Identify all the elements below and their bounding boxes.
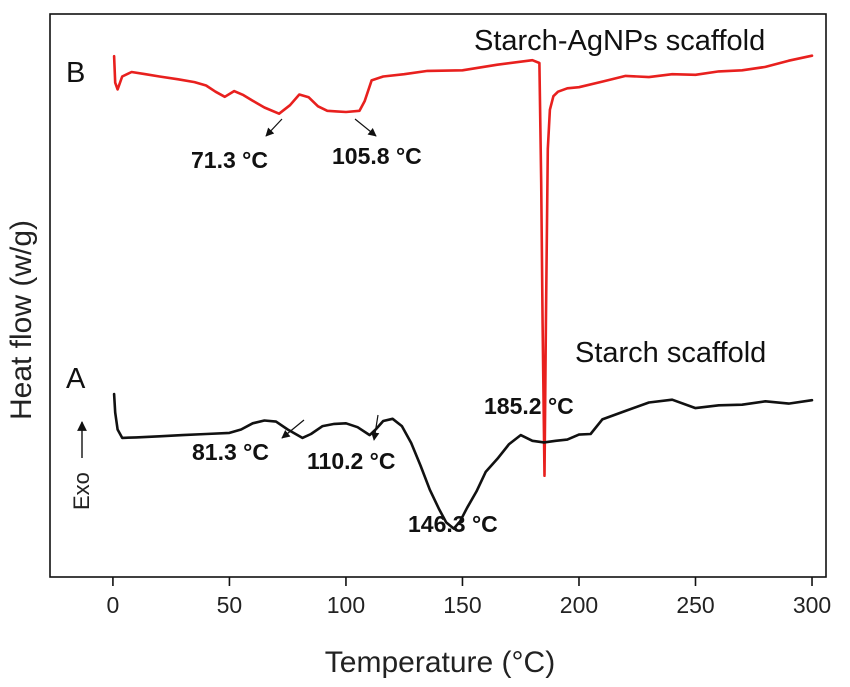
- peak-label-71-3: 71.3 °C: [191, 147, 268, 173]
- plot-frame: [49, 13, 827, 578]
- series-name-starch-agnps: Starch-AgNPs scaffold: [474, 25, 765, 57]
- peak-label-81-3: 81.3 °C: [192, 439, 269, 465]
- x-tick-label: 200: [560, 592, 598, 618]
- series-line-starch-agnps: [112, 54, 814, 477]
- arrow-81-3: [281, 419, 305, 439]
- x-tick-label: 50: [217, 592, 243, 618]
- y-axis-title: Heat flow (w/g): [5, 220, 38, 420]
- peak-annotations: 71.3 °C 105.8 °C 185.2 °C 81.3 °C 110.2 …: [191, 118, 574, 537]
- series-line-starch: [112, 392, 814, 530]
- exo-label: Exo: [69, 472, 94, 510]
- panel-label-a: A: [66, 363, 86, 395]
- arrow-71-3: [265, 118, 283, 137]
- peak-label-146-3: 146.3 °C: [408, 511, 498, 537]
- peak-label-185-2: 185.2 °C: [484, 393, 574, 419]
- series-name-starch: Starch scaffold: [575, 337, 766, 369]
- x-tick-label: 300: [793, 592, 831, 618]
- arrow-110-2: [371, 414, 380, 441]
- panel-label-b: B: [66, 57, 85, 89]
- series-lines: [112, 54, 814, 530]
- x-tick-label: 0: [107, 592, 120, 618]
- x-axis-title: Temperature (°C): [325, 646, 555, 679]
- x-tick-label: 100: [327, 592, 365, 618]
- arrow-105-8: [354, 118, 377, 137]
- peak-label-105-8: 105.8 °C: [332, 143, 422, 169]
- peak-label-110-2: 110.2 °C: [307, 448, 396, 474]
- x-tick-label: 150: [443, 592, 481, 618]
- x-tick-label: 250: [676, 592, 714, 618]
- x-axis: 0 50 100 150 200 250 300: [107, 577, 831, 618]
- exo-indicator: Exo: [69, 421, 94, 510]
